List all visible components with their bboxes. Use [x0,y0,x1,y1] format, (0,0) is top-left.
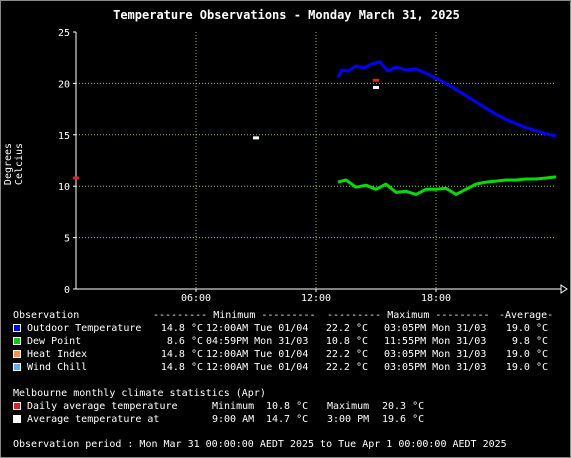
x-tick-label: 06:00 [181,293,211,304]
legend-max-value: 22.2 °C [325,323,368,334]
climate-a-label: 9:00 AM [212,414,255,425]
legend-max-time: 03:05PM Mon 31/03 [384,323,487,334]
legend-min-time: 12:00AM Tue 01/04 [206,323,309,334]
climate-b-label: 3:00 PM [327,414,370,425]
climate-b-value: 19.6 °C [382,414,425,425]
legend-series-label: Outdoor Temperature [27,323,142,334]
y-tick-label: 10 [58,182,70,193]
legend-header-observation: Observation [13,310,80,321]
y-tick-label: 0 [64,285,70,296]
climate-a-value: 10.8 °C [266,401,309,412]
x-axis-arrow [560,284,568,294]
x-tick-label: 12:00 [301,293,331,304]
chart-title: Temperature Observations - Monday March … [113,8,460,22]
legend-max-time: 03:05PM Mon 31/03 [384,362,487,373]
legend-avg-value: 19.0 °C [505,362,548,373]
legend-avg-value: 19.0 °C [505,323,548,334]
y-tick-label: 25 [58,28,70,39]
series-line [336,60,557,138]
climate-label: Daily average temperature [27,401,178,412]
legend-max-value: 10.8 °C [325,336,368,347]
climate-marker [73,176,79,180]
legend-max-value: 22.2 °C [325,362,368,373]
climate-marker [373,78,379,82]
plot-svg: 0 5 10 15 20 25 06:00 12:00 18:00 [58,28,568,304]
legend-max-time: 03:05PM Mon 31/03 [384,349,487,360]
legend-min-value: 14.8 °C [160,323,203,334]
legend-min-value: 14.8 °C [160,362,203,373]
legend-header: Observation --------- Minimum --------- … [13,309,553,322]
climate-b-label: Maximum [327,401,370,412]
legend-min-time: 04:59PM Mon 31/03 [206,336,309,347]
climate-a-value: 14.7 °C [266,414,309,425]
legend-min-value: 14.8 °C [160,349,203,360]
legend-series-label: Heat Index [27,349,88,360]
legend-header-minimum: --------- Minimum --------- [153,310,316,321]
legend: Observation --------- Minimum --------- … [13,309,563,452]
y-tick-label: 5 [64,234,70,245]
climate-heading: Melbourne monthly climate statistics (Ap… [13,388,266,399]
legend-swatch [13,337,21,345]
legend-min-value: 8.6 °C [166,336,203,347]
legend-swatch [13,324,21,332]
climate-a-label: Minimum [212,401,255,412]
legend-avg-value: 19.0 °C [505,349,548,360]
legend-series-label: Wind Chill [27,362,88,373]
legend-header-average: -Average- [499,310,554,321]
legend-series-label: Dew Point [27,336,82,347]
climate-marker [373,86,379,90]
legend-header-maximum: --------- Maximum --------- [327,310,490,321]
climate-swatch [13,415,21,423]
climate-swatch [13,402,21,410]
legend-swatch [13,350,21,358]
legend-swatch [13,363,21,371]
series-line [337,175,557,196]
legend-max-value: 22.2 °C [325,349,368,360]
climate-label: Average temperature at [27,414,160,425]
observation-period: Observation period : Mon Mar 31 00:00:00… [13,439,507,450]
y-tick-label: 20 [58,79,70,90]
legend-min-time: 12:00AM Tue 01/04 [206,362,309,373]
climate-b-value: 20.3 °C [382,401,425,412]
legend-max-time: 11:55PM Mon 31/03 [384,336,487,347]
legend-min-time: 12:00AM Tue 01/04 [206,349,309,360]
legend-avg-value: 9.8 °C [511,336,548,347]
x-tick-label: 18:00 [421,293,451,304]
climate-marker [253,136,259,140]
y-tick-label: 15 [58,131,70,142]
